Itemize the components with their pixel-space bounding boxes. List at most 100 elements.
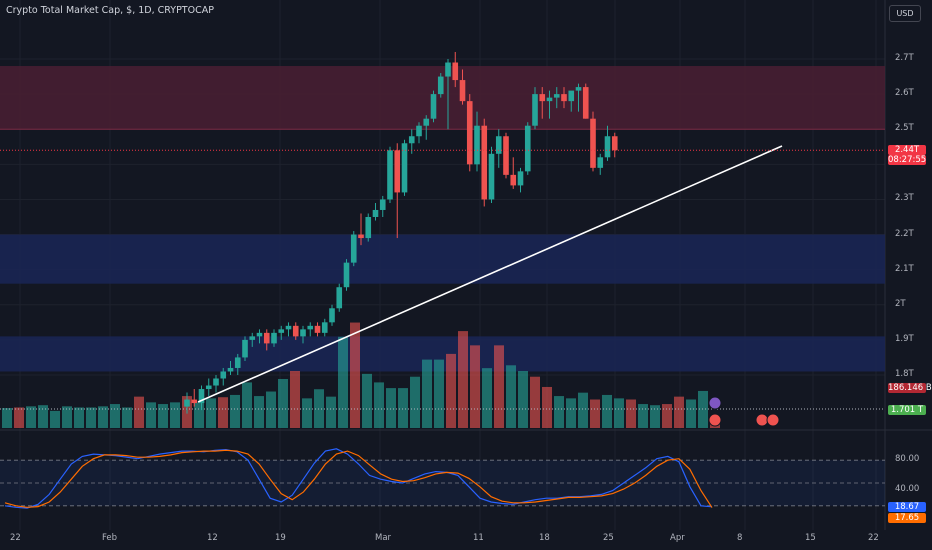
candle-body bbox=[256, 332, 263, 337]
volume-bar bbox=[566, 398, 576, 428]
volume-bar bbox=[98, 406, 108, 428]
volume-bar bbox=[122, 407, 132, 428]
volume-bar bbox=[302, 398, 312, 428]
candle-body bbox=[205, 385, 212, 390]
flag-event-icon bbox=[755, 413, 769, 427]
volume-bar bbox=[686, 399, 696, 428]
candle-body bbox=[372, 209, 379, 217]
currency-button[interactable]: USD bbox=[889, 5, 921, 22]
price-axis-tick: 2.6T bbox=[895, 88, 914, 99]
candle-body bbox=[481, 125, 488, 200]
price-axis-tick: 1.9T bbox=[895, 333, 914, 344]
candle-body bbox=[343, 262, 350, 288]
overlays bbox=[0, 145, 885, 427]
volume-bar bbox=[626, 399, 636, 428]
volume-bar bbox=[86, 407, 96, 428]
volume-bar bbox=[614, 398, 624, 428]
time-axis-tick: 22 bbox=[10, 533, 21, 543]
volume-bar bbox=[350, 322, 360, 428]
price-axis-tick: 2.2T bbox=[895, 228, 914, 239]
volume-bar bbox=[254, 396, 264, 428]
candle-body bbox=[495, 136, 502, 154]
volume-bar bbox=[482, 368, 492, 428]
volume-bar bbox=[446, 353, 456, 428]
candle-body bbox=[321, 322, 328, 333]
time-axis-tick: 19 bbox=[275, 533, 286, 543]
stoch-axis-tick: 40.00 bbox=[895, 484, 920, 494]
volume-bar bbox=[506, 365, 516, 428]
volume-bar bbox=[638, 404, 648, 428]
volume-bar bbox=[554, 396, 564, 428]
candle-body bbox=[546, 97, 553, 102]
volume-bar bbox=[2, 408, 12, 428]
volume-bar bbox=[362, 373, 372, 428]
candle-body bbox=[452, 62, 459, 81]
volume-bar bbox=[458, 331, 468, 428]
candle-body bbox=[590, 118, 596, 168]
volume-bar bbox=[62, 406, 72, 428]
candle-body bbox=[488, 153, 495, 200]
candle-body bbox=[263, 332, 270, 344]
candles bbox=[184, 51, 618, 414]
volume-bar bbox=[590, 399, 600, 428]
volume-bar bbox=[494, 345, 504, 428]
volume-bar bbox=[50, 410, 60, 428]
volume-bar bbox=[230, 394, 240, 428]
volume-bar bbox=[326, 396, 336, 428]
candle-body bbox=[242, 339, 248, 358]
candle-body bbox=[220, 371, 227, 379]
volume-bar bbox=[146, 402, 156, 428]
stoch-k-tag: 18.67 bbox=[888, 502, 926, 512]
volume-bar bbox=[218, 397, 228, 428]
candle-body bbox=[611, 136, 618, 151]
candle-body bbox=[597, 157, 604, 168]
volume-bar bbox=[38, 405, 48, 428]
candle-body bbox=[437, 76, 444, 95]
volume-bar bbox=[602, 394, 612, 428]
time-axis-tick: 11 bbox=[473, 533, 484, 543]
volume-bar bbox=[398, 388, 408, 428]
stochastic-panel bbox=[0, 448, 885, 509]
stoch-k-line bbox=[4, 448, 713, 509]
volume-bar bbox=[674, 396, 684, 428]
candle-body bbox=[503, 136, 509, 175]
stoch-d-tag: 17.65 bbox=[888, 513, 926, 523]
candle-body bbox=[227, 367, 234, 372]
candle-body bbox=[278, 329, 285, 333]
candle-body bbox=[553, 94, 560, 98]
volume-bar bbox=[650, 405, 660, 428]
volume-bar bbox=[278, 378, 288, 428]
trendline bbox=[197, 145, 783, 403]
stoch-d-line bbox=[4, 449, 713, 508]
candle-body bbox=[445, 62, 451, 77]
candle-body bbox=[430, 94, 437, 119]
lightning-event-icon bbox=[708, 396, 722, 410]
volume-bar bbox=[14, 407, 24, 428]
candle-body bbox=[336, 287, 343, 309]
volume-bar bbox=[290, 371, 300, 428]
candle-body bbox=[416, 125, 422, 137]
candle-body bbox=[604, 136, 611, 158]
volume-bar bbox=[206, 398, 216, 428]
resistance-zone bbox=[0, 66, 885, 130]
candle-body bbox=[539, 94, 546, 102]
candle-body bbox=[561, 94, 567, 102]
candle-body bbox=[249, 336, 256, 340]
stoch-axis-tick: 80.00 bbox=[895, 454, 920, 465]
price-axis-tick: 2.3T bbox=[895, 193, 914, 204]
price-axis-tick: 2.7T bbox=[895, 53, 914, 63]
volume-bar bbox=[158, 404, 168, 428]
price-axis-tick: 1.8T bbox=[895, 368, 914, 379]
candle-body bbox=[517, 171, 524, 186]
price-axis-tick: 2.1T bbox=[895, 263, 914, 274]
candle-body bbox=[401, 143, 408, 193]
candle-body bbox=[474, 125, 480, 165]
price-axis-tick: 2T bbox=[895, 298, 906, 309]
candle-body bbox=[184, 399, 190, 407]
candle-body bbox=[329, 308, 335, 323]
time-axis-tick: 22 bbox=[868, 533, 879, 543]
candle-body bbox=[423, 118, 430, 126]
support-zone bbox=[0, 234, 885, 284]
candle-body bbox=[532, 94, 538, 126]
volume-bar bbox=[578, 392, 588, 428]
